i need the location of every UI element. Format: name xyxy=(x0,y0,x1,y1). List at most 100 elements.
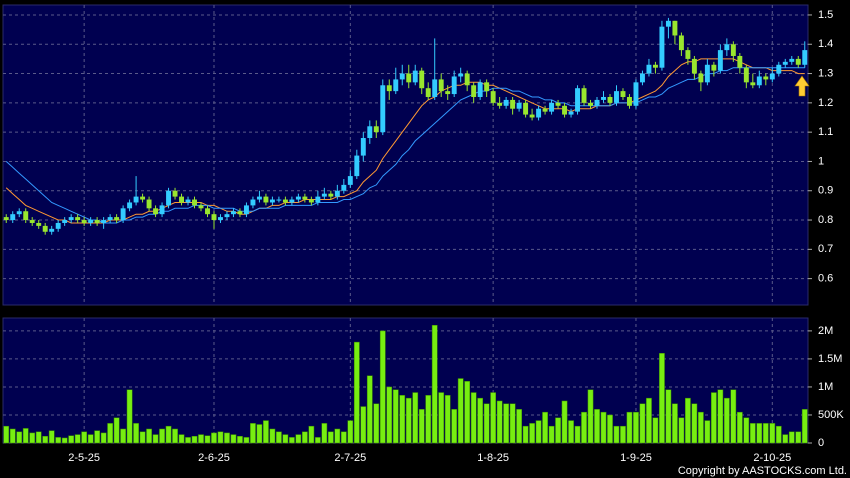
candle-body xyxy=(458,73,464,77)
candle-body xyxy=(536,108,542,118)
candle-body xyxy=(88,220,94,223)
candle-body xyxy=(568,111,574,115)
candle-body xyxy=(101,220,107,223)
volume-bar xyxy=(146,428,152,444)
candle-body xyxy=(698,73,704,83)
volume-bar xyxy=(61,437,68,444)
y2-tick-label: 1.5M xyxy=(818,353,842,365)
volume-bar xyxy=(340,431,347,444)
candle-body xyxy=(659,26,665,68)
candle-body xyxy=(36,222,42,226)
volume-bar xyxy=(16,431,23,444)
volume-bar xyxy=(139,431,146,444)
volume-bar xyxy=(470,392,477,444)
candle-body xyxy=(743,67,749,83)
candle-body xyxy=(224,214,230,218)
volume-bar xyxy=(587,389,594,444)
volume-bar xyxy=(659,353,665,444)
candle-body xyxy=(68,217,74,221)
volume-bar xyxy=(81,431,87,444)
y-tick-label: 1 xyxy=(818,155,824,167)
x-tick-label: 1-9-25 xyxy=(620,452,652,464)
candle-body xyxy=(750,82,756,86)
candle-body xyxy=(42,225,48,232)
x-tick-label: 1-8-25 xyxy=(477,452,509,464)
candle-body xyxy=(646,64,652,74)
volume-bar xyxy=(490,392,496,444)
volume-bar xyxy=(568,420,574,444)
candle-body xyxy=(250,199,256,206)
candle-body xyxy=(763,76,769,80)
candle-body xyxy=(691,58,697,74)
volume-bar xyxy=(509,403,516,444)
candle-body xyxy=(263,196,269,203)
candle-body xyxy=(218,217,223,221)
y-tick-label: 1.1 xyxy=(818,126,833,138)
volume-bar xyxy=(698,411,704,444)
volume-bar xyxy=(665,389,672,444)
volume-bar xyxy=(87,434,94,444)
volume-bar xyxy=(366,375,373,444)
y-tick-label: 1.5 xyxy=(818,9,833,21)
volume-bar xyxy=(496,400,503,444)
y-tick-label: 0.8 xyxy=(818,214,833,226)
y-tick-label: 0.6 xyxy=(818,273,833,285)
volume-bar xyxy=(237,436,243,444)
candle-body xyxy=(711,64,717,71)
volume-bar xyxy=(477,397,484,444)
candle-body xyxy=(49,228,55,232)
candle-body xyxy=(782,61,788,65)
candle-body xyxy=(620,91,626,97)
candle-body xyxy=(406,73,412,83)
candle-body xyxy=(75,217,81,221)
volume-bar xyxy=(373,403,380,444)
x-tick-label: 2-5-25 xyxy=(68,452,100,464)
y2-tick-label: 1M xyxy=(818,381,833,393)
candle-body xyxy=(347,176,353,185)
y2-tick-label: 500K xyxy=(818,409,844,421)
volume-bar xyxy=(334,428,341,444)
candle-body xyxy=(276,199,282,201)
candle-body xyxy=(302,196,308,200)
volume-bar xyxy=(711,392,717,444)
volume-bar xyxy=(620,425,626,444)
candle-body xyxy=(315,196,321,203)
candle-body xyxy=(159,205,165,215)
volume-bar xyxy=(269,428,276,444)
candle-body xyxy=(581,88,587,103)
price-panel xyxy=(2,4,809,306)
volume-bar xyxy=(295,434,302,444)
volume-bar xyxy=(646,397,652,444)
candle-body xyxy=(756,76,762,86)
volume-bar xyxy=(743,417,750,444)
volume-bar xyxy=(762,423,769,444)
volume-bar xyxy=(581,411,587,444)
candle-body xyxy=(107,217,113,221)
volume-bar xyxy=(438,392,445,444)
volume-bar xyxy=(289,437,295,444)
y-tick-label: 0.9 xyxy=(818,185,833,197)
volume-bar xyxy=(185,437,191,444)
x-tick-label: 2-7-25 xyxy=(334,452,366,464)
volume-bar xyxy=(431,325,438,444)
volume-bar xyxy=(412,392,419,444)
volume-bar xyxy=(68,435,75,444)
volume-bar xyxy=(574,425,581,444)
volume-bar xyxy=(399,395,406,444)
candle-body xyxy=(282,199,288,203)
candle-body xyxy=(769,73,775,80)
volume-bar xyxy=(626,411,633,444)
candle-body xyxy=(185,199,191,203)
volume-bar xyxy=(263,420,269,444)
volume-bar xyxy=(639,403,646,444)
candle-body xyxy=(672,20,678,36)
volume-bar xyxy=(113,417,120,444)
volume-bar xyxy=(22,428,29,444)
volume-bar xyxy=(327,431,334,444)
volume-bar xyxy=(691,403,698,444)
volume-bar xyxy=(801,409,808,444)
candle-body xyxy=(360,138,366,156)
volume-bar xyxy=(353,341,360,444)
volume-bar xyxy=(613,425,620,444)
candle-body xyxy=(23,211,29,221)
